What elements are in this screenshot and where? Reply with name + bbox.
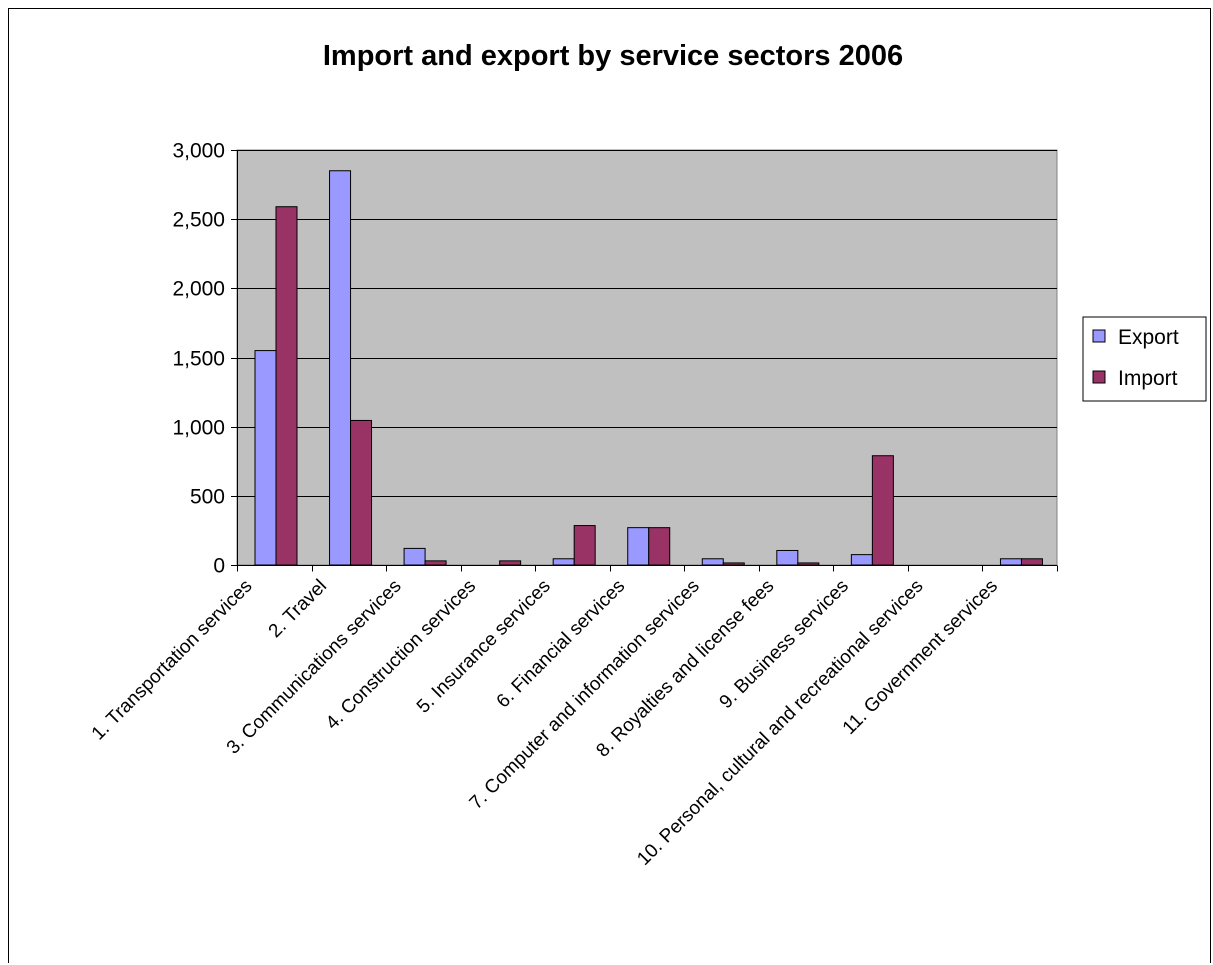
x-tick-label: 1. Transportation services [88,576,257,745]
bar-export-5 [552,558,575,566]
bar-import-6 [648,527,671,566]
y-tick-label: 2,500 [172,209,225,232]
bar-export-11 [999,558,1022,566]
x-tick-label: 5. Insurance services [413,576,555,718]
bar-import-11 [1020,558,1043,566]
bar-import-4 [499,560,522,566]
chart-title: Import and export by service sectors 200… [323,40,903,72]
gridlines [237,150,1057,497]
y-tick-label: 1,000 [172,417,225,440]
bar-import-2 [350,419,373,566]
bar-import-8 [797,562,820,566]
legend-swatch-import [1092,370,1106,384]
bar-export-6 [627,527,650,566]
bar-export-8 [776,549,799,566]
bar-export-9 [850,554,873,566]
y-tick-label: 3,000 [172,140,225,163]
legend-swatch-export [1092,329,1106,343]
legend-label-export: Export [1118,326,1179,349]
bar-import-5 [573,525,596,566]
x-tick-label: 2. Travel [265,576,331,642]
x-tick-label: 6. Financial services [493,576,630,713]
x-tick-label: 9. Business services [716,576,853,713]
bar-export-7 [701,558,724,566]
x-tick-label: 4. Construction services [322,576,480,734]
y-tick-label: 0 [213,555,225,578]
bar-import-3 [424,560,447,566]
y-axis: 0 500 1,000 1,500 2,000 2,500 3,000 [172,140,238,578]
bar-export-3 [403,547,426,566]
y-tick-label: 2,000 [172,278,225,301]
x-tick-label: 11. Government services [839,576,1002,739]
legend: Export Import [1082,316,1207,402]
legend-label-import: Import [1118,367,1178,390]
x-tick-label: 10. Personal, cultural and recreational … [633,576,927,870]
y-tick-label: 500 [190,486,225,509]
bar-import-7 [722,562,745,566]
bar-import-1 [275,206,298,566]
bar-export-1 [254,350,277,566]
bar-export-2 [329,170,352,566]
bar-import-9 [871,455,894,566]
y-tick-label: 1,500 [172,348,225,371]
